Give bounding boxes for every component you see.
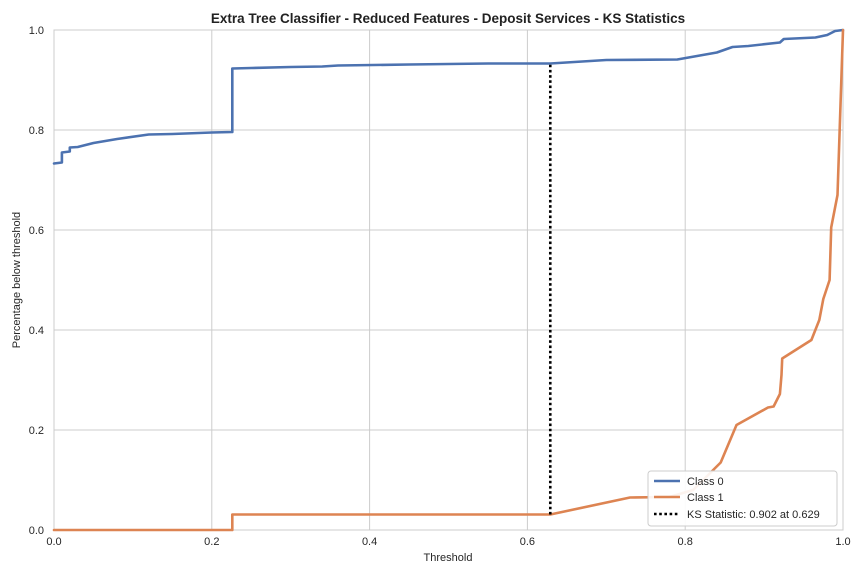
y-tick-label: 0.2 (29, 425, 44, 437)
x-tick-label: 0.0 (46, 536, 61, 548)
y-tick-label: 0.6 (29, 225, 44, 237)
series-line-class-0 (52, 28, 845, 165)
x-tick-label: 0.2 (204, 536, 219, 548)
x-tick-label: 1.0 (835, 536, 850, 548)
grid-lines (53, 29, 844, 531)
legend: Class 0 Class 1 KS Statistic: 0.902 at 0… (647, 470, 838, 527)
legend-box (647, 470, 838, 527)
x-tick-label: 0.8 (678, 536, 693, 548)
legend-label-class-0: Class 0 (687, 476, 724, 488)
y-tick-label: 0.4 (29, 325, 44, 337)
x-tick-label: 0.4 (362, 536, 377, 548)
series-line-class-1 (52, 28, 845, 532)
y-axis-label: Percentage below threshold (11, 212, 23, 348)
series-lines (52, 28, 845, 532)
legend-label-class-1: Class 1 (687, 492, 724, 504)
plot-area-frame (53, 29, 844, 531)
x-tick-label: 0.6 (520, 536, 535, 548)
chart-title: Extra Tree Classifier - Reduced Features… (211, 11, 685, 26)
y-tick-label: 1.0 (29, 25, 44, 37)
y-tick-label: 0.8 (29, 125, 44, 137)
x-axis-label: Threshold (424, 552, 473, 564)
y-tick-label: 0.0 (29, 525, 44, 537)
legend-label-ks-statistic: KS Statistic: 0.902 at 0.629 (687, 509, 820, 521)
axis-ticks: 0.0 0.2 0.4 0.6 0.8 1.0 0.0 0.2 0.4 0.6 0.8 1.0 (29, 25, 851, 548)
